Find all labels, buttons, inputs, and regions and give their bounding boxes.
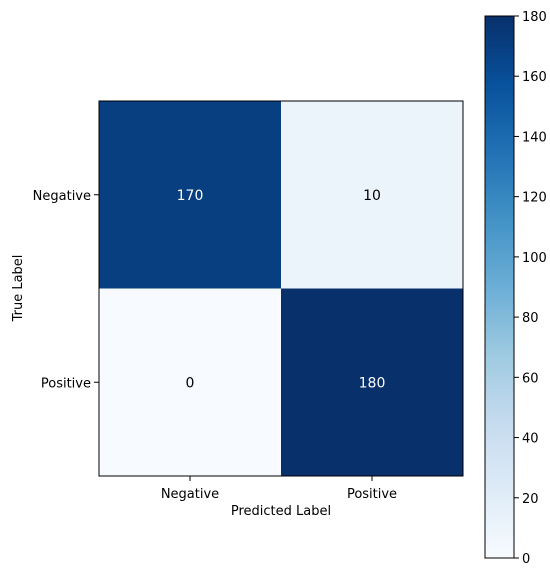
colorbar-tick-label: 60 [522, 371, 539, 386]
heatmap-cell [281, 288, 464, 477]
cell-value-label: 10 [363, 188, 381, 204]
x-tick-label: Positive [347, 487, 397, 502]
colorbar-tick-label: 0 [522, 552, 530, 567]
heatmap-cell [99, 288, 282, 477]
cell-value-label: 180 [359, 375, 386, 391]
heatmap-cell [281, 101, 464, 289]
colorbar-tick-label: 40 [522, 432, 539, 447]
colorbar-tick-label: 20 [522, 492, 539, 507]
colorbar-tick-label: 120 [522, 191, 547, 206]
colorbar [484, 15, 515, 559]
y-tick-label: Negative [33, 189, 91, 204]
y-axis-ticks: Negative Positive [33, 189, 99, 391]
cell-value-label: 0 [186, 375, 195, 391]
cell-value-label: 170 [177, 188, 204, 204]
heatmap-cells [99, 101, 464, 477]
colorbar-tick-label: 180 [522, 10, 547, 25]
colorbar-tick-label: 80 [522, 311, 539, 326]
y-tick-label: Positive [41, 376, 91, 391]
x-axis-label: Predicted Label [231, 504, 331, 519]
cell-value-labels: 170 10 0 180 [177, 188, 386, 392]
colorbar-tick-label: 140 [522, 130, 547, 145]
colorbar-ticks: 0 20 40 60 80 100 120 140 160 180 [514, 10, 547, 567]
colorbar-tick-label: 160 [522, 70, 547, 85]
colorbar-tick-label: 100 [522, 251, 547, 266]
y-axis-label: True Label [11, 255, 26, 323]
heatmap-cell [99, 101, 282, 289]
plot-frame [98, 100, 464, 477]
x-tick-label: Negative [161, 487, 219, 502]
x-axis-ticks: Negative Positive [161, 476, 397, 502]
